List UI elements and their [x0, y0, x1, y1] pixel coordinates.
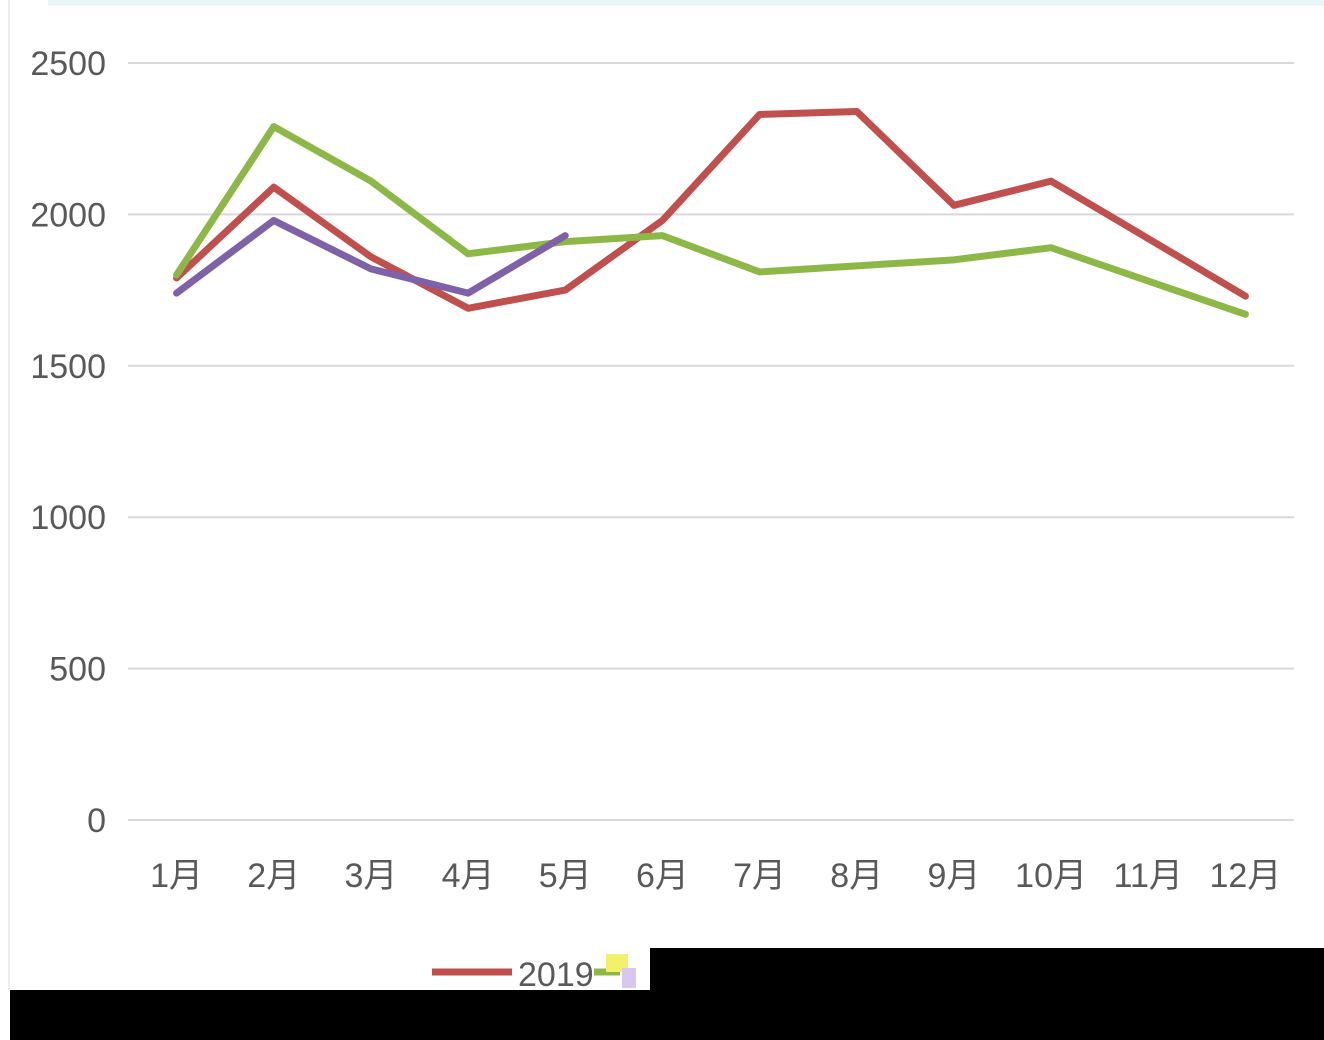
y-tick-label: 2500: [30, 45, 106, 83]
legend-artifact-yellow: [606, 954, 628, 972]
series-line-2: [173, 123, 1249, 318]
x-axis-ticks: 1月 2月 3月 4月 5月 6月 7月 8月 9月 10月 11月 12月: [150, 857, 1281, 895]
x-tick-label: 2月: [247, 857, 300, 895]
y-tick-label: 500: [49, 651, 106, 689]
redacted-bottom-band: [10, 990, 1324, 1040]
x-tick-label: 1月: [150, 857, 203, 895]
x-tick-label: 8月: [830, 857, 883, 895]
x-tick-label: 6月: [636, 857, 689, 895]
x-tick-label: 5月: [539, 857, 592, 895]
grid-lines: [128, 62, 1294, 821]
series-line-1: [173, 107, 1249, 312]
x-tick-label: 11月: [1114, 857, 1183, 895]
y-tick-label: 0: [87, 802, 106, 840]
y-axis-ticks: 0 500 1000 1500 2000 2500: [30, 45, 106, 840]
redacted-legend-block: [650, 948, 1324, 992]
x-tick-label: 10月: [1015, 857, 1087, 895]
y-tick-label: 1000: [30, 499, 106, 537]
y-tick-label: 1500: [30, 348, 106, 386]
legend: 2019: [432, 954, 636, 994]
series-line-3: [173, 216, 569, 297]
legend-artifact-violet: [622, 968, 636, 988]
x-tick-label: 12月: [1210, 857, 1282, 895]
x-tick-label: 7月: [733, 857, 786, 895]
x-tick-label: 4月: [442, 857, 495, 895]
top-border: [48, 0, 1324, 6]
y-tick-label: 2000: [30, 196, 106, 234]
x-tick-label: 9月: [927, 857, 980, 895]
left-border: [8, 0, 10, 990]
x-tick-label: 3月: [344, 857, 397, 895]
legend-label-2019: 2019: [518, 956, 594, 994]
series-lines: [173, 107, 1249, 318]
